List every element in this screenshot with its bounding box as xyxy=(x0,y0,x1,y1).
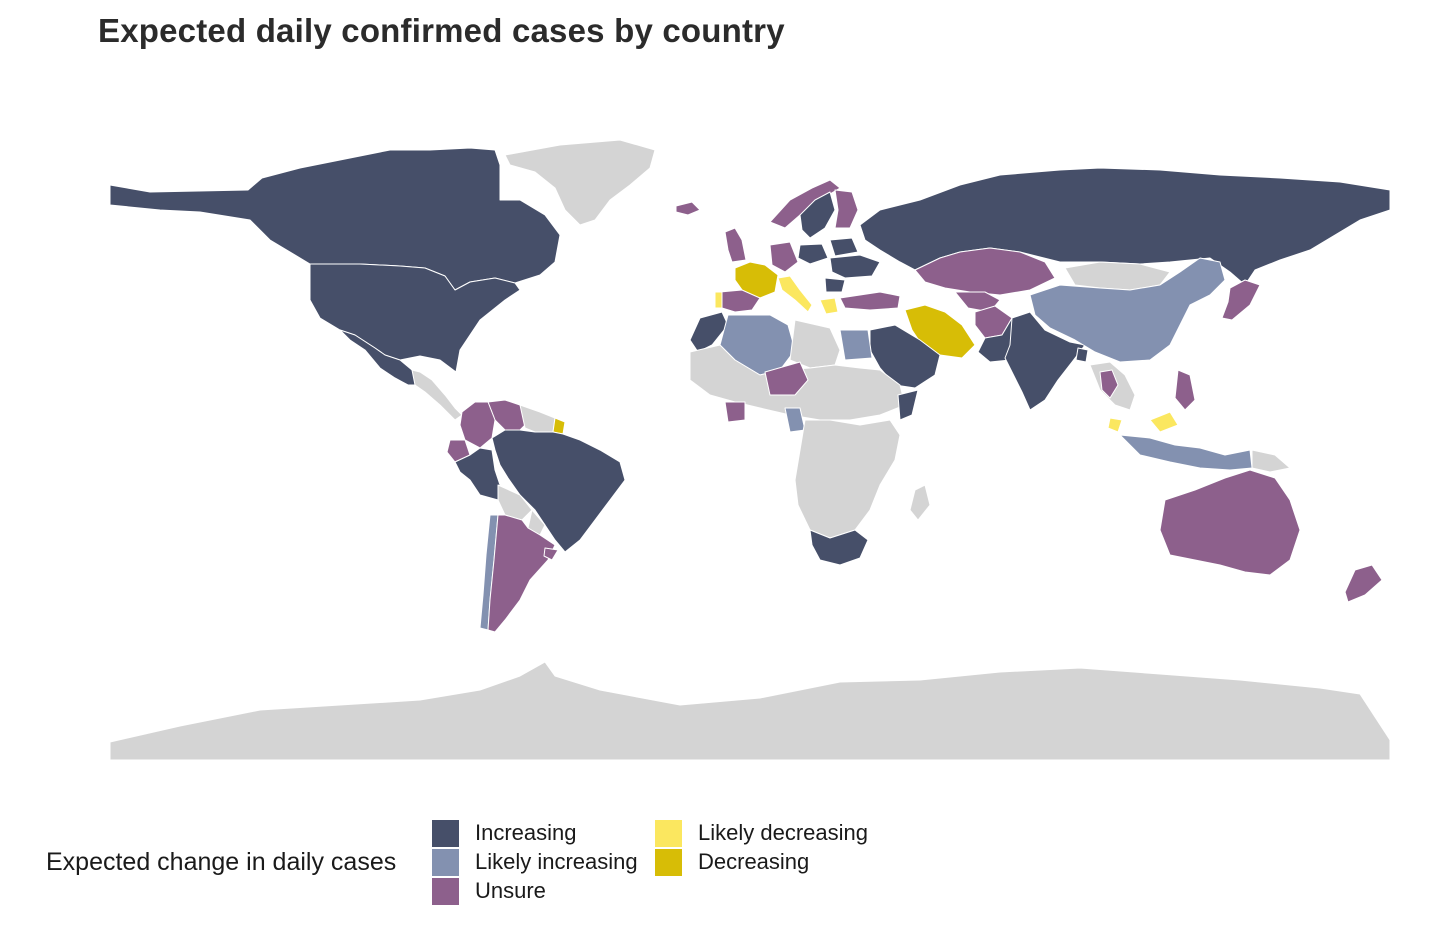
legend-label: Unsure xyxy=(475,878,546,903)
country-poland xyxy=(797,243,829,265)
country-morocco xyxy=(689,311,729,353)
country-australia xyxy=(1159,469,1301,576)
map-title: Expected daily confirmed cases by countr… xyxy=(98,12,785,49)
country-sweden xyxy=(799,191,836,239)
legend-item-unsure: Unsure xyxy=(432,877,546,905)
country-uruguay xyxy=(543,547,559,561)
country-antarctica xyxy=(109,661,1391,761)
country-brazil xyxy=(491,429,626,553)
country-greece xyxy=(819,297,839,315)
country-canada xyxy=(109,147,561,291)
country-somalia xyxy=(897,389,919,421)
country-french-guiana xyxy=(552,417,566,435)
country-ukraine xyxy=(829,254,881,279)
country-indonesia xyxy=(1119,434,1253,471)
country-united-kingdom xyxy=(724,227,747,263)
legend-label: Likely decreasing xyxy=(698,820,868,845)
country-norway xyxy=(769,179,841,229)
country-central-and-southern-africa xyxy=(794,419,901,539)
country-portugal xyxy=(714,291,723,309)
country-italy xyxy=(777,275,813,313)
legend-item-decreasing: Decreasing xyxy=(655,848,809,876)
country-belarus xyxy=(829,237,859,257)
country-malaysia xyxy=(1107,417,1123,433)
legend-title: Expected change in daily cases xyxy=(46,848,397,876)
country-guyana-suriname xyxy=(519,404,556,433)
country-thailand xyxy=(1099,369,1119,399)
country-madagascar xyxy=(909,484,931,521)
legend-swatch xyxy=(432,819,459,847)
legend-item-likely-decreasing: Likely decreasing xyxy=(655,819,868,847)
country-central-america xyxy=(411,369,463,421)
country-iceland xyxy=(675,201,701,216)
country-united-states xyxy=(309,263,521,373)
legend-item-increasing: Increasing xyxy=(432,819,577,847)
country-egypt xyxy=(839,329,873,361)
country-india xyxy=(1004,311,1086,411)
country-peru xyxy=(454,447,501,501)
legend-label: Increasing xyxy=(475,820,577,845)
country-turkey xyxy=(839,291,901,311)
country-ivory-coast xyxy=(724,401,746,423)
country-papua-new-guinea xyxy=(1251,449,1291,473)
country-new-zealand xyxy=(1344,564,1383,603)
country-south-africa xyxy=(809,529,869,566)
country-kazakhstan xyxy=(914,247,1056,296)
country-saudi-arabia xyxy=(869,324,941,389)
country-niger xyxy=(764,361,809,396)
legend-swatch xyxy=(655,848,682,876)
legend-item-likely-increasing: Likely increasing xyxy=(432,848,638,876)
legend-swatch xyxy=(432,848,459,876)
country-france xyxy=(734,261,779,299)
country-greenland xyxy=(504,139,656,226)
legend-swatch xyxy=(655,819,682,847)
legend-swatch xyxy=(432,877,459,905)
legend-label: Likely increasing xyxy=(475,849,638,874)
country-romania xyxy=(824,277,846,293)
country-malaysia-borneo xyxy=(1149,411,1179,433)
country-bangladesh xyxy=(1075,347,1089,363)
country-japan xyxy=(1221,279,1261,321)
country-finland xyxy=(834,189,859,229)
country-libya xyxy=(789,319,841,369)
country-germany xyxy=(769,241,799,273)
country-argentina xyxy=(487,514,556,633)
country-philippines xyxy=(1174,369,1196,411)
legend-label: Decreasing xyxy=(698,849,810,874)
country-china xyxy=(1029,257,1226,363)
